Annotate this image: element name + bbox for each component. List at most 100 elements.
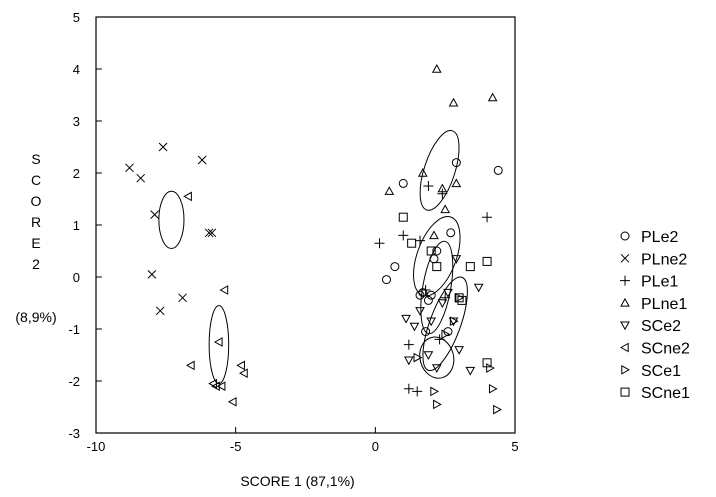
data-point-ple1 <box>412 386 423 397</box>
data-point-scne2 <box>185 360 195 371</box>
legend-marker-ple1 <box>620 275 630 286</box>
data-point-sce1 <box>449 316 459 327</box>
legend-marker-scne1 <box>620 387 630 397</box>
data-point-plne2 <box>136 173 146 183</box>
data-point-scne1 <box>426 246 436 256</box>
data-point-scne2 <box>239 368 248 379</box>
data-point-plne2 <box>207 228 217 238</box>
legend-label-sce1: SCe1 <box>641 363 681 380</box>
legend-label-plne2: PLne2 <box>641 251 687 268</box>
data-point-scne1 <box>398 212 408 222</box>
data-point-plne1 <box>417 167 428 177</box>
data-point-ple1 <box>403 339 414 350</box>
data-point-sce2 <box>401 314 411 324</box>
data-point-ple2 <box>426 290 436 300</box>
y-axis-title: SCORE 2 (8,9%) <box>15 151 56 325</box>
points-layer <box>125 63 503 415</box>
data-point-plne1 <box>451 178 462 188</box>
data-point-scne2 <box>227 396 237 407</box>
data-point-scne2 <box>213 337 223 347</box>
data-point-sce1 <box>486 363 495 373</box>
data-point-sce2 <box>423 351 434 361</box>
data-point-plne1 <box>384 186 395 195</box>
legend-marker-sce1 <box>621 364 631 375</box>
data-point-ple1 <box>434 334 445 345</box>
data-point-sce1 <box>430 386 440 397</box>
series-sce1 <box>413 292 502 415</box>
data-point-sce1 <box>413 352 423 363</box>
data-point-ple2 <box>451 158 461 168</box>
confidence-ellipse <box>419 130 460 211</box>
data-point-sce2 <box>437 299 448 309</box>
data-point-sce2 <box>451 255 462 264</box>
y-tick-label: 0 <box>73 270 80 285</box>
data-point-plne2 <box>197 155 207 165</box>
x-tick-label: -10 <box>87 439 106 454</box>
data-point-plne1 <box>448 97 459 107</box>
y-axis-title-letter: 2 <box>32 256 40 272</box>
legend-label-plne1: PLne1 <box>641 296 687 313</box>
data-point-sce2 <box>409 322 420 332</box>
data-point-scne1 <box>454 293 464 303</box>
data-point-ple2 <box>390 262 400 272</box>
data-point-ple2 <box>398 178 408 188</box>
series-sce2 <box>401 255 484 376</box>
data-point-ple1 <box>437 188 448 199</box>
data-point-scne1 <box>482 358 492 368</box>
data-point-scne2 <box>211 381 220 392</box>
data-point-sce2 <box>454 346 464 355</box>
data-point-scne1 <box>407 238 417 248</box>
x-tick-label: 5 <box>511 439 518 454</box>
y-axis-title-letter: E <box>31 235 40 251</box>
data-point-plne2 <box>147 270 157 279</box>
data-point-plne2 <box>125 163 134 173</box>
legend-label-ple1: PLe1 <box>641 274 678 291</box>
series-scne2 <box>183 191 248 407</box>
data-point-plne2 <box>204 228 214 238</box>
x-axis-title: SCORE 1 (87,1%) <box>240 473 354 489</box>
data-point-sce2 <box>473 283 484 293</box>
data-point-plne2 <box>155 306 165 316</box>
x-tick-label: 0 <box>372 439 379 454</box>
data-point-plne1 <box>429 230 439 240</box>
confidence-ellipse <box>419 336 455 379</box>
data-point-ple2 <box>415 290 425 300</box>
y-axis-title-letter: S <box>31 151 40 167</box>
data-point-scne1 <box>482 256 492 266</box>
data-point-ple1 <box>423 181 434 191</box>
confidence-ellipse <box>420 240 454 335</box>
data-point-ple2 <box>429 254 439 264</box>
data-point-ple2 <box>493 165 503 175</box>
data-point-sce2 <box>465 366 476 376</box>
legend-marker-plne1 <box>620 297 630 307</box>
data-point-sce1 <box>493 404 502 415</box>
legend-label-sce2: SCe2 <box>641 318 681 335</box>
data-point-ple2 <box>418 288 428 298</box>
data-point-sce2 <box>426 317 437 327</box>
data-point-plne1 <box>437 183 448 193</box>
legend-label-ple2: PLe2 <box>641 229 678 246</box>
series-scne1 <box>398 212 492 368</box>
data-point-ple1 <box>398 230 409 241</box>
y-tick-label: 1 <box>73 218 80 233</box>
data-point-sce2 <box>431 364 442 374</box>
y-axis-title-letter: R <box>31 214 41 230</box>
data-point-plne2 <box>158 142 168 152</box>
data-point-ple1 <box>420 285 431 295</box>
y-tick-label: 5 <box>73 10 80 25</box>
legend-marker-scne2 <box>619 342 629 353</box>
data-point-sce1 <box>441 329 451 340</box>
confidence-ellipse <box>422 276 468 372</box>
x-tick-label: -5 <box>230 439 242 454</box>
data-point-sce2 <box>404 356 414 366</box>
y-axis-title-percent: (8,9%) <box>15 309 56 325</box>
data-point-ple2 <box>446 228 456 238</box>
confidence-ellipse <box>158 190 185 249</box>
y-tick-label: 4 <box>73 62 80 77</box>
series-ple1 <box>374 181 493 397</box>
legend-marker-ple2 <box>620 231 630 241</box>
y-tick-label: 2 <box>73 166 80 181</box>
y-tick-label: -3 <box>68 426 80 441</box>
